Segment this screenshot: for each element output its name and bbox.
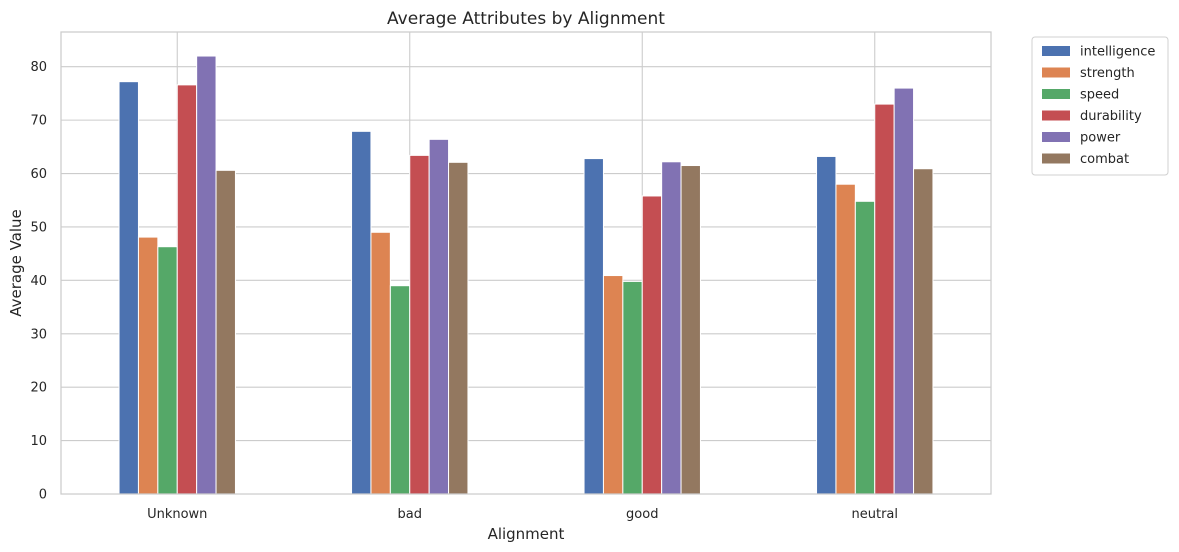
bar-combat <box>680 165 701 495</box>
bar-power <box>196 55 217 495</box>
bar-intelligence <box>118 81 139 495</box>
legend-swatch-power <box>1042 132 1070 142</box>
y-tick-label: 20 <box>30 381 47 396</box>
legend-swatch-combat <box>1042 153 1070 164</box>
legend-label: strength <box>1080 66 1135 81</box>
bar-power <box>893 87 915 495</box>
bar-durability <box>176 84 198 495</box>
bar-strength <box>370 231 391 495</box>
bar-durability <box>641 195 663 495</box>
legend-label: intelligence <box>1080 45 1155 60</box>
y-tick-label: 0 <box>39 488 47 503</box>
y-axis-label: Average Value <box>7 209 25 317</box>
plot-frame <box>60 31 992 495</box>
chart-title: Average Attributes by Alignment <box>387 9 665 29</box>
bar-power <box>428 138 450 495</box>
bar-combat <box>448 161 469 495</box>
bar-intelligence <box>583 158 604 495</box>
y-tick-label: 80 <box>30 60 47 75</box>
x-tick-label: neutral <box>852 507 899 522</box>
bar-combat <box>215 169 236 495</box>
bar-strength <box>137 236 159 495</box>
bar-speed <box>622 280 643 495</box>
bar-strength <box>602 275 624 495</box>
bar-speed <box>157 246 178 495</box>
bar-power <box>661 161 682 495</box>
y-tick-label: 60 <box>30 167 47 182</box>
y-tick-label: 30 <box>30 327 47 342</box>
y-tick-label: 70 <box>30 114 47 129</box>
x-tick-label: good <box>626 507 658 522</box>
legend-label: combat <box>1080 152 1129 167</box>
y-tick-label: 50 <box>30 220 47 235</box>
bar-intelligence <box>351 130 372 495</box>
y-tick-labels: 0 10 20 30 40 50 60 70 80 <box>30 60 47 502</box>
legend-label: speed <box>1080 88 1119 103</box>
y-tick-label: 40 <box>30 274 47 289</box>
bar-strength <box>835 183 856 495</box>
legend-swatch-speed <box>1042 89 1070 99</box>
x-tick-label: bad <box>398 507 422 522</box>
legend-swatch-intelligence <box>1042 46 1070 56</box>
bar-speed <box>389 285 411 495</box>
legend: intelligence strength speed durability power… <box>1031 36 1169 176</box>
legend-swatch-durability <box>1042 110 1070 121</box>
x-axis-label: Alignment <box>488 525 565 543</box>
y-tick-label: 10 <box>30 434 47 449</box>
x-tick-labels: Unknown bad good neutral <box>147 507 898 522</box>
legend-swatch-strength <box>1042 67 1070 78</box>
bar-speed <box>854 200 876 495</box>
bar-combat <box>913 168 934 495</box>
bar-intelligence <box>816 155 837 495</box>
bar-durability <box>409 154 430 495</box>
legend-label: durability <box>1080 109 1142 124</box>
x-tick-label: Unknown <box>147 507 207 522</box>
bars <box>118 55 934 495</box>
legend-label: power <box>1080 131 1121 146</box>
bar-durability <box>874 103 895 495</box>
